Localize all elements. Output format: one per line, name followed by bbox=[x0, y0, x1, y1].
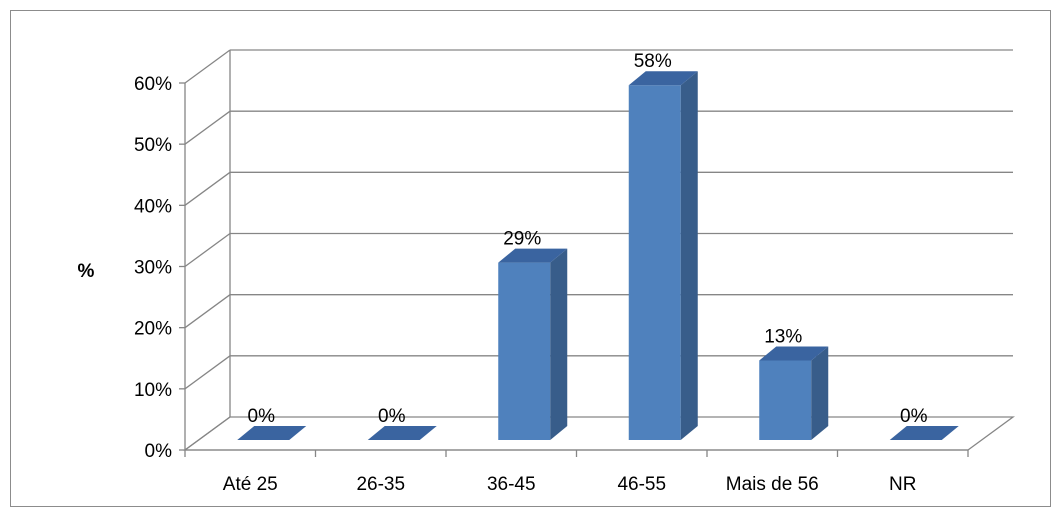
axes bbox=[179, 50, 969, 457]
y-tick-label: 30% bbox=[134, 258, 172, 279]
bar-side bbox=[680, 71, 698, 440]
bar-3 bbox=[628, 71, 698, 440]
x-tick-label: 36-45 bbox=[487, 474, 536, 495]
bar-side bbox=[811, 346, 829, 440]
y-tick-label: 10% bbox=[134, 380, 172, 401]
bar-front bbox=[628, 85, 681, 440]
side-wall-line bbox=[184, 416, 231, 451]
data-label: 29% bbox=[503, 229, 541, 250]
bar-0 bbox=[237, 426, 307, 440]
bar-front bbox=[498, 262, 551, 440]
bar-front bbox=[759, 360, 812, 440]
gridlines bbox=[183, 49, 1015, 451]
x-tick-label: Mais de 56 bbox=[726, 474, 819, 495]
data-label: 0% bbox=[378, 406, 406, 427]
data-label: 58% bbox=[634, 51, 672, 72]
y-tick-label: 40% bbox=[134, 196, 172, 217]
data-label: 0% bbox=[900, 406, 928, 427]
x-tick-label: 46-55 bbox=[617, 474, 666, 495]
floor-plane bbox=[183, 416, 1015, 451]
x-tick-label: Até 25 bbox=[223, 474, 278, 495]
bar-top bbox=[498, 248, 568, 263]
side-wall-line bbox=[184, 232, 231, 268]
y-tick-label: 20% bbox=[134, 319, 172, 340]
side-wall-line bbox=[184, 110, 231, 145]
x-tick-label: 26-35 bbox=[356, 474, 405, 495]
y-tick-label: 50% bbox=[134, 135, 172, 156]
side-wall-line bbox=[184, 355, 231, 390]
labels: 0% 10% 20% 30% 40% 50% 60% 0% Até 25 0% 26-35 29% 36… bbox=[134, 51, 928, 495]
data-label: 0% bbox=[248, 406, 276, 427]
bar-top bbox=[628, 71, 698, 86]
y-tick-label: 60% bbox=[134, 74, 172, 95]
bar-top bbox=[759, 346, 829, 361]
side-wall-line bbox=[184, 171, 231, 206]
y-tick-label: 0% bbox=[145, 441, 173, 462]
y-axis-title: % bbox=[78, 261, 95, 282]
bar-top bbox=[367, 426, 437, 440]
bar-1 bbox=[367, 426, 437, 440]
x-tick-label: NR bbox=[889, 474, 916, 495]
side-wall-line bbox=[184, 49, 231, 84]
bar-top bbox=[237, 426, 307, 440]
bar-top bbox=[889, 426, 959, 440]
bars bbox=[237, 71, 959, 440]
bar-side bbox=[550, 248, 568, 440]
data-label: 13% bbox=[764, 326, 802, 347]
side-wall-line bbox=[184, 294, 231, 329]
bar-5 bbox=[889, 426, 959, 440]
bar-4 bbox=[759, 346, 829, 440]
bar-2 bbox=[498, 248, 568, 440]
